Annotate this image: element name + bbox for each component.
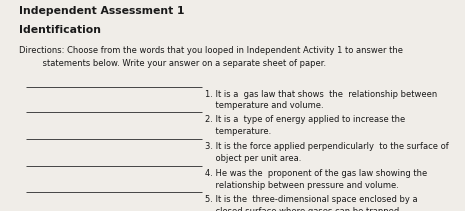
Text: 3. It is the force applied perpendicularly  to the surface of
    object per uni: 3. It is the force applied perpendicular… — [205, 142, 448, 163]
Text: Independent Assessment 1: Independent Assessment 1 — [19, 6, 184, 16]
Text: 2. It is a  type of energy applied to increase the
    temperature.: 2. It is a type of energy applied to inc… — [205, 115, 405, 136]
Text: 5. It is the  three-dimensional space enclosed by a
    closed surface where gas: 5. It is the three-dimensional space enc… — [205, 195, 417, 211]
Text: Directions: Choose from the words that you looped in Independent Activity 1 to a: Directions: Choose from the words that y… — [19, 46, 403, 55]
Text: statements below. Write your answer on a separate sheet of paper.: statements below. Write your answer on a… — [19, 59, 326, 68]
Text: 4. He was the  proponent of the gas law showing the
    relationship between pre: 4. He was the proponent of the gas law s… — [205, 169, 427, 190]
Text: 1. It is a  gas law that shows  the  relationship between
    temperature and vo: 1. It is a gas law that shows the relati… — [205, 90, 437, 111]
Text: Identification: Identification — [19, 25, 100, 35]
